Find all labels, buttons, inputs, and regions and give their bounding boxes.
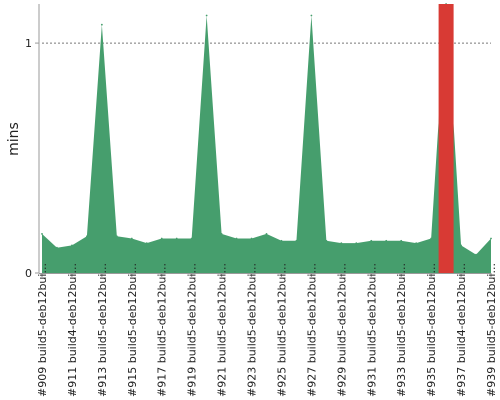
duration-area [42, 4, 491, 273]
build-point-909 [41, 233, 43, 235]
build-point-918 [175, 237, 178, 240]
build-point-912 [86, 235, 88, 238]
build-point-921 [220, 233, 223, 235]
y-axis-label: mins [6, 122, 22, 156]
x-tick-label-14: #937 build4-deb12bui... [455, 263, 468, 397]
x-tick-label-15: #939 build5-deb12bui... [485, 263, 498, 397]
build-point-938 [475, 253, 477, 256]
build-point-920 [205, 14, 208, 17]
x-tick-label-6: #921 build5-deb12bui... [216, 263, 229, 397]
build-point-933 [400, 239, 403, 242]
build-point-922 [235, 237, 238, 240]
build-point-939 [490, 237, 492, 240]
x-tick-label-11: #931 build5-deb12bui... [365, 263, 378, 397]
x-tick-label-13: #935 build5-deb12bui... [425, 263, 438, 397]
x-tick-label-2: #913 build5-deb12bui... [96, 263, 109, 397]
build-point-934 [415, 242, 418, 245]
build-point-915 [130, 237, 133, 240]
x-tick-label-10: #929 build5-deb12bui... [335, 263, 348, 397]
build-point-929 [340, 242, 343, 245]
build-point-910 [56, 246, 58, 249]
x-tick-label-8: #925 build5-deb12bui... [275, 263, 288, 397]
build-point-914 [115, 235, 118, 238]
y-tick-label-1: 1 [25, 37, 32, 50]
x-tick-label-9: #927 build5-deb12bui... [305, 263, 318, 397]
x-tick-label-1: #911 build4-deb12bui... [66, 263, 79, 397]
x-tick-label-5: #919 build5-deb12bui... [186, 263, 199, 397]
build-point-919 [190, 237, 193, 240]
build-point-917 [160, 237, 163, 240]
build-point-913 [100, 23, 103, 26]
failed-build-936 [438, 4, 454, 273]
build-point-930 [355, 242, 358, 245]
x-tick-label-12: #933 build5-deb12bui... [395, 263, 408, 397]
label-layer: mins 0 1 #909 build5-deb12bui... #911 build… [6, 37, 498, 397]
axis-layer [35, 4, 492, 277]
build-point-935 [430, 237, 433, 240]
build-point-924 [265, 233, 268, 235]
build-point-937 [460, 244, 462, 247]
build-point-927 [310, 14, 313, 17]
build-point-932 [385, 239, 388, 242]
x-tick-label-0: #909 build5-deb12bui... [36, 263, 49, 397]
build-point-931 [370, 239, 373, 242]
x-tick-label-4: #917 build5-deb12bui... [156, 263, 169, 397]
build-point-926 [295, 239, 298, 242]
build-point-928 [325, 239, 328, 242]
build-point-911 [71, 244, 73, 247]
build-point-916 [145, 242, 148, 245]
x-tick-label-7: #923 build5-deb12bui... [246, 263, 259, 397]
build-point-923 [250, 237, 253, 240]
x-tick-label-3: #915 build5-deb12bui... [126, 263, 139, 397]
series-layer [41, 3, 492, 273]
y-tick-label-0: 0 [25, 267, 32, 280]
build-point-925 [280, 239, 283, 242]
